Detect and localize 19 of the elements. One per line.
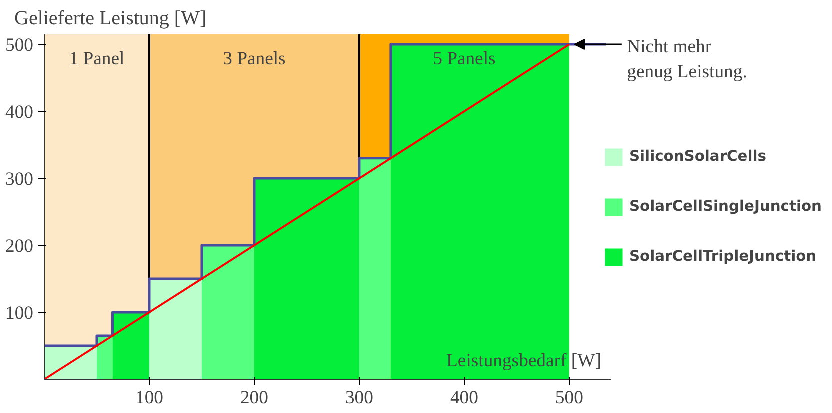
x-tick-label: 100 xyxy=(135,388,164,408)
x-tick-label: 300 xyxy=(345,388,374,408)
x-axis-title: Leistungsbedarf [W] xyxy=(446,350,602,372)
y-tick-label: 500 xyxy=(6,35,34,56)
y-tick-label: 100 xyxy=(6,303,34,324)
y-tick-label: 400 xyxy=(6,102,34,124)
band-label: 1 Panel xyxy=(69,48,125,70)
y-tick-label: 200 xyxy=(6,236,34,258)
y-axis-title: Gelieferte Leistung [W] xyxy=(14,8,207,30)
legend-label: SolarCellTripleJunction xyxy=(629,248,817,265)
x-tick-label: 500 xyxy=(555,388,584,408)
band-label: 5 Panels xyxy=(433,48,496,70)
x-tick-label: 200 xyxy=(240,388,268,408)
legend-label: SolarCellSingleJunction xyxy=(629,198,822,215)
band-label: 3 Panels xyxy=(223,48,286,70)
annotation: Nicht mehr genug Leistung. xyxy=(627,36,748,83)
legend-label: SiliconSolarCells xyxy=(629,148,767,165)
y-tick-label: 300 xyxy=(6,169,34,190)
x-tick-label: 400 xyxy=(450,388,478,408)
